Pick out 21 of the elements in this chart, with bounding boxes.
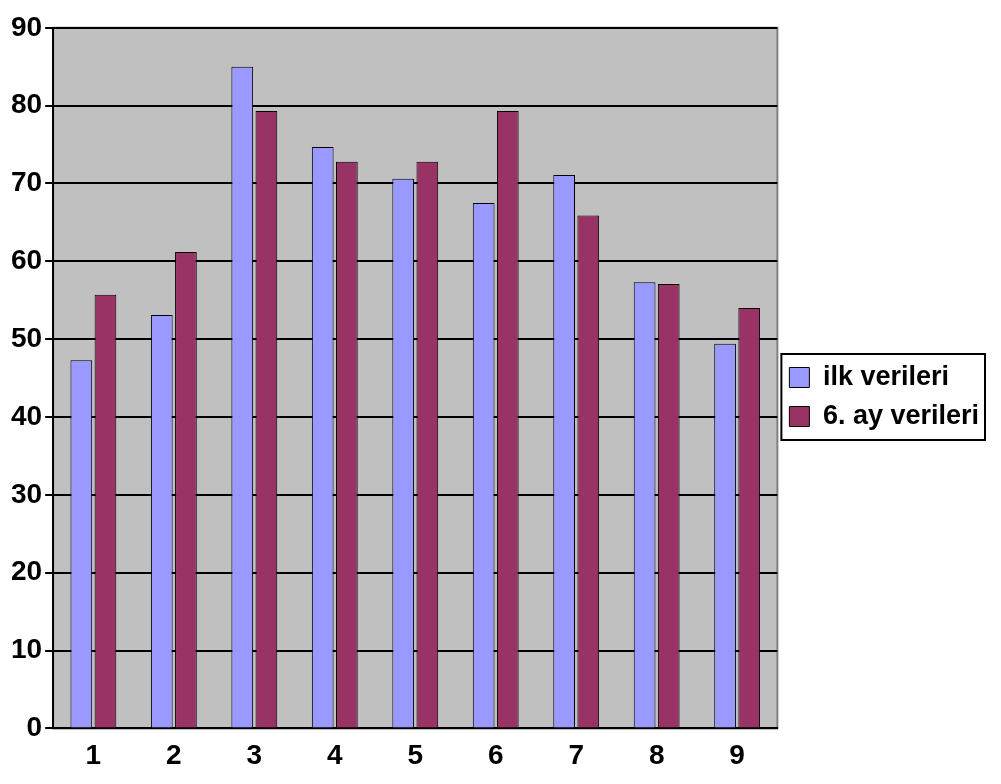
y-tick-label: 20 xyxy=(10,555,43,587)
x-tick-label: 3 xyxy=(246,738,263,770)
y-tick-label: 70 xyxy=(10,166,43,198)
y-tick-label: 90 xyxy=(10,10,43,42)
y-tick-label: 80 xyxy=(10,88,43,120)
x-tick-label: 1 xyxy=(85,738,102,770)
x-tick-label: 7 xyxy=(568,738,584,770)
x-tick-label: 5 xyxy=(407,738,424,770)
legend-label: ilk verileri xyxy=(822,360,949,391)
y-tick-label: 30 xyxy=(10,477,43,509)
x-tick-label: 4 xyxy=(327,738,343,770)
legend-label: 6. ay verileri xyxy=(822,399,979,430)
y-tick-label: 0 xyxy=(26,711,43,743)
y-tick-label: 40 xyxy=(10,399,43,431)
y-tick-label: 60 xyxy=(10,244,43,276)
x-tick-label: 8 xyxy=(648,738,665,770)
x-tick-label: 2 xyxy=(166,738,182,770)
x-tick-label: 6 xyxy=(487,738,504,770)
y-tick-label: 50 xyxy=(10,321,43,353)
x-tick-label: 9 xyxy=(729,738,745,770)
y-tick-label: 10 xyxy=(10,633,43,665)
